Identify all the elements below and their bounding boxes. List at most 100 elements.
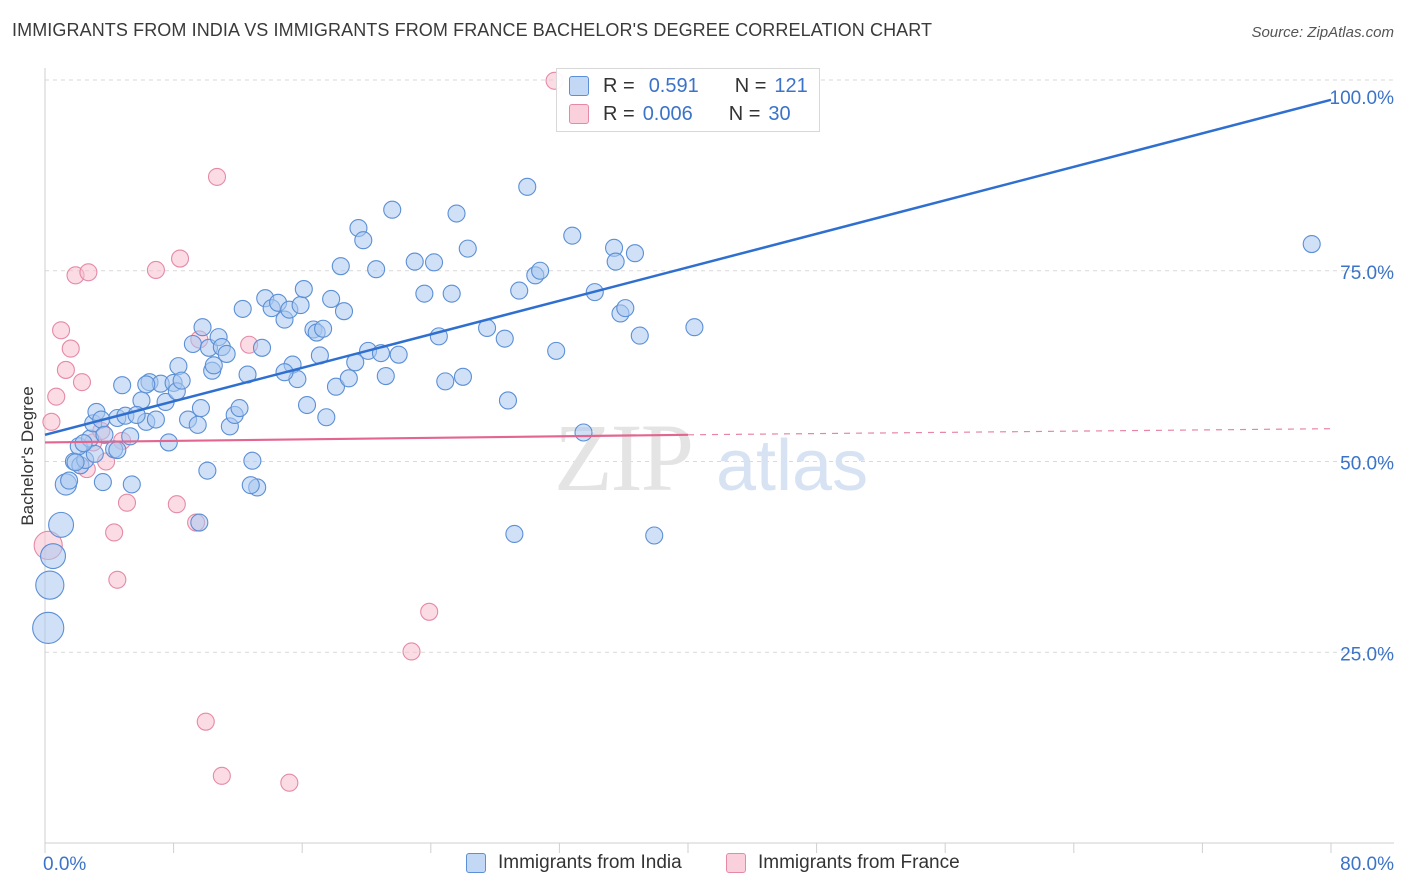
india-point-80 <box>389 345 408 364</box>
india-point-109 <box>685 318 704 337</box>
india-point-46 <box>230 399 249 418</box>
india-point-98 <box>547 341 566 360</box>
y-axis-label: Bachelor's Degree <box>18 386 37 526</box>
france-point-24 <box>212 766 231 785</box>
india-point-99 <box>563 226 582 245</box>
india-point-112 <box>93 473 112 492</box>
india-point-76 <box>367 260 386 279</box>
india-point-100 <box>574 423 593 442</box>
watermark-zip: ZIP <box>554 404 692 511</box>
france-point-23 <box>207 167 227 186</box>
india-point-108 <box>645 526 664 545</box>
india-point-20 <box>113 376 132 395</box>
india-point-60 <box>294 280 313 299</box>
series-legend: Immigrants from India Immigrants from Fr… <box>0 850 1406 880</box>
france-point-16 <box>117 493 137 512</box>
india-point-87 <box>447 204 466 223</box>
india-point-115 <box>241 476 260 495</box>
legend-n-value-india: 121 <box>774 74 808 97</box>
stats-legend: R = 0.591 N = 121 R = 0.006 N = 30 <box>556 68 820 132</box>
india-point-67 <box>322 289 341 309</box>
legend-n-label-india: N = <box>734 74 767 97</box>
legend-r-value-india: 0.591 <box>648 74 699 97</box>
india-point-88 <box>453 367 473 386</box>
france-point-13 <box>105 523 124 542</box>
legend-item-india[interactable]: Immigrants from India <box>466 852 682 874</box>
legend-r-value-france: 0.006 <box>642 102 693 125</box>
india-point-68 <box>326 377 346 396</box>
y-tick-label-25: 25.0% <box>1340 644 1394 665</box>
india-point-74 <box>354 231 373 250</box>
india-point-59 <box>291 296 310 315</box>
axes <box>44 68 1394 853</box>
india-point-61 <box>297 395 317 415</box>
france-point-7 <box>72 373 92 392</box>
legend-row-india: R = 0.591 N = 121 <box>569 73 808 99</box>
india-point-3 <box>48 511 75 538</box>
india-point-106 <box>625 244 645 263</box>
x-tick-label-min: 0.0% <box>43 854 86 875</box>
watermark-atlas: atlas <box>716 426 868 506</box>
india-point-120 <box>66 453 85 472</box>
india-point-91 <box>495 329 514 348</box>
india-point-25 <box>146 410 165 429</box>
chart-source: Source: ZipAtlas.com <box>1251 24 1394 41</box>
india-point-35 <box>188 415 207 434</box>
france-point-19 <box>170 249 190 268</box>
india-point-36 <box>191 399 210 418</box>
india-point-81 <box>405 252 424 271</box>
india-point-21 <box>122 475 141 494</box>
india-point-66 <box>317 408 336 427</box>
legend-swatch-india <box>569 76 589 96</box>
india-point-2 <box>40 543 67 570</box>
france-point-8 <box>79 263 98 282</box>
india-point-114 <box>198 461 217 480</box>
series-india-points <box>32 177 1321 644</box>
india-point-93 <box>505 524 524 544</box>
france-point-17 <box>146 260 165 280</box>
india-point-89 <box>458 239 477 258</box>
india-point-37 <box>193 318 212 337</box>
y-tick-label-100: 100.0% <box>1330 88 1395 109</box>
india-point-0 <box>32 611 65 644</box>
france-point-2 <box>47 387 66 406</box>
india-point-103 <box>606 252 625 271</box>
france-point-3 <box>52 321 71 340</box>
legend-swatch-india-bottom <box>466 853 486 873</box>
watermark: ZIP atlas <box>554 404 868 511</box>
india-point-83 <box>424 253 444 272</box>
trendlines <box>44 98 1332 444</box>
india-point-49 <box>243 451 262 470</box>
france-trendline <box>44 433 689 444</box>
india-point-119 <box>74 434 93 453</box>
france-point-22 <box>196 712 215 731</box>
y-tick-label-50: 50.0% <box>1340 454 1394 475</box>
legend-label-france: Immigrants from France <box>758 852 960 873</box>
france-point-28 <box>420 602 439 621</box>
france-point-4 <box>56 360 75 379</box>
france-point-27 <box>402 642 421 661</box>
india-point-34 <box>183 334 202 354</box>
india-point-107 <box>630 326 649 345</box>
india-point-43 <box>217 344 236 363</box>
india-point-85 <box>436 372 455 391</box>
legend-row-france: R = 0.006 N = 30 <box>569 101 791 127</box>
france-point-18 <box>167 495 186 514</box>
india-point-65 <box>314 319 333 338</box>
india-point-40 <box>204 356 223 375</box>
india-point-5 <box>60 471 79 490</box>
india-point-97 <box>531 261 550 280</box>
india-point-82 <box>415 284 434 303</box>
india-point-71 <box>339 369 358 388</box>
france-point-26 <box>280 773 299 792</box>
india-point-110 <box>1302 234 1321 254</box>
india-point-28 <box>159 433 178 452</box>
legend-item-france[interactable]: Immigrants from France <box>726 852 960 874</box>
france-point-14 <box>108 570 127 589</box>
india-point-79 <box>383 200 402 219</box>
india-point-51 <box>252 338 272 357</box>
india-trendline <box>44 98 1332 437</box>
india-point-94 <box>510 281 529 300</box>
india-point-86 <box>442 284 461 303</box>
legend-r-label-india: R = <box>603 74 635 97</box>
